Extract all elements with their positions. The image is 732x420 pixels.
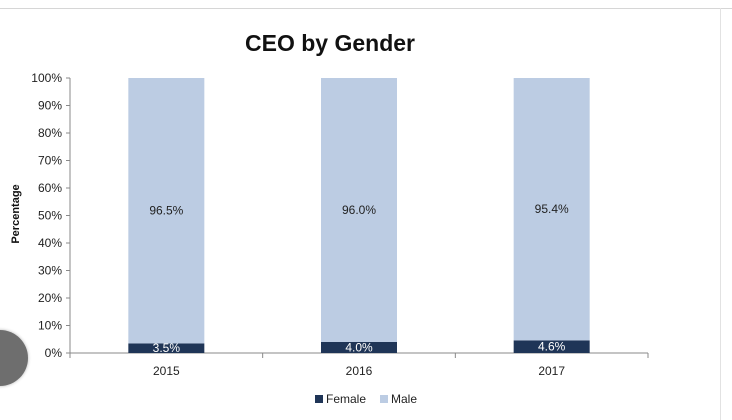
y-tick-label: 90%: [38, 99, 62, 113]
legend: Female Male: [0, 392, 732, 406]
data-label-female-2017: 4.6%: [538, 340, 566, 354]
x-tick-label: 2015: [153, 364, 180, 378]
legend-label-male: Male: [391, 392, 418, 406]
legend-item-male: Male: [380, 392, 417, 406]
data-label-female-2016: 4.0%: [345, 341, 373, 355]
y-tick-label: 0%: [45, 346, 63, 360]
data-label-male-2015: 96.5%: [149, 204, 183, 218]
y-tick-label: 20%: [38, 291, 62, 305]
data-label-female-2015: 3.5%: [153, 341, 181, 355]
y-tick-label: 80%: [38, 126, 62, 140]
y-tick-label: 10%: [38, 319, 62, 333]
y-tick-label: 50%: [38, 209, 62, 223]
right-divider: [720, 8, 721, 420]
legend-swatch-female: [314, 395, 323, 403]
y-tick-label: 30%: [38, 264, 62, 278]
legend-swatch-male: [380, 395, 388, 403]
bar-female-2017: [513, 340, 590, 353]
chart-canvas: 0% 10% 20% 30% 40% 50% 60% 70% 80% 90% 100% 3.5% 96.…: [31, 71, 649, 378]
x-tick-label: 2016: [346, 364, 373, 378]
legend-label-female: Female: [325, 392, 366, 406]
bar-male-2015: [128, 78, 205, 344]
bar-male-2017: [513, 78, 590, 341]
chart-title: CEO by Gender: [245, 30, 415, 56]
y-tick-label: 70%: [38, 154, 62, 168]
bar-female-2015: [128, 343, 205, 353]
y-tick-label: 60%: [38, 181, 62, 195]
legend-item-female: Female: [314, 392, 366, 406]
bar-female-2016: [321, 342, 397, 353]
y-tick-label: 100%: [31, 71, 62, 85]
data-label-male-2017: 95.4%: [535, 202, 569, 216]
data-label-male-2016: 96.0%: [342, 203, 376, 217]
top-divider: [0, 8, 732, 9]
y-tick-label: 40%: [38, 236, 62, 250]
x-tick-label: 2017: [538, 364, 565, 378]
bar-male-2016: [321, 78, 397, 342]
